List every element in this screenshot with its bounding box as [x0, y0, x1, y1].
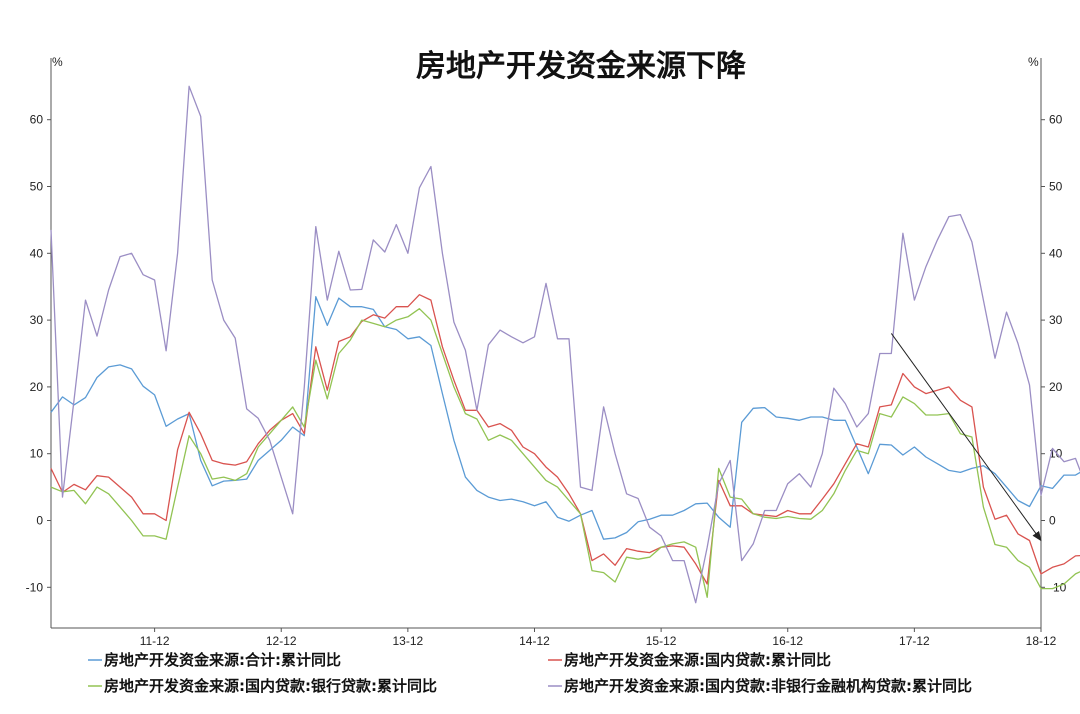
left-y-tick-label: 0 [36, 514, 43, 528]
x-tick-label: 13-12 [393, 634, 424, 648]
x-tick-label: 14-12 [519, 634, 550, 648]
annotation-layer [890, 333, 1042, 542]
left-y-tick-label: -10 [26, 580, 44, 594]
left-y-tick-label: 60 [30, 113, 44, 127]
series-line-3 [50, 308, 1080, 598]
left-y-tick-label: 50 [30, 180, 44, 194]
left-y-unit: % [52, 55, 63, 69]
right-y-tick-label: 60 [1049, 113, 1063, 127]
legend-label-3: 房地产开发资金来源:国内贷款:银行贷款:累计同比 [104, 677, 437, 695]
right-y-tick-label: 50 [1049, 180, 1063, 194]
x-tick-label: 12-12 [266, 634, 297, 648]
legend: 房地产开发资金来源:合计:累计同比 房地产开发资金来源:国内贷款:累计同比房地产开… [88, 651, 972, 695]
left-y-tick-label: 40 [30, 246, 44, 260]
chart-title: 房地产开发资金来源下降 [416, 49, 747, 84]
right-y-tick-label: 0 [1049, 514, 1056, 528]
left-y-tick-label: 30 [30, 313, 44, 327]
right-y-unit: % [1028, 55, 1039, 69]
series-line-1 [50, 296, 1080, 540]
trend-arrow [890, 333, 1042, 542]
x-tick-label: 16-12 [772, 634, 803, 648]
series-line-2 [50, 294, 1080, 585]
series-line-4 [50, 85, 1080, 604]
right-y-tick-label: 40 [1049, 246, 1063, 260]
x-tick-label: 18-12 [1026, 634, 1057, 648]
x-tick-label: 15-12 [646, 634, 677, 648]
left-y-tick-label: 10 [30, 447, 44, 461]
legend-label-1: 房地产开发资金来源:合计:累计同比 [104, 651, 341, 669]
legend-label-2: 房地产开发资金来源:国内贷款:累计同比 [564, 651, 831, 669]
series-layer [50, 85, 1080, 604]
right-y-tick-label: -10 [1049, 580, 1067, 594]
right-y-tick-label: 20 [1049, 380, 1063, 394]
left-y-tick-label: 20 [30, 380, 44, 394]
x-tick-label: 11-12 [140, 634, 170, 648]
legend-label-4: 房地产开发资金来源:国内贷款:非银行金融机构贷款:累计同比 [564, 677, 972, 695]
right-y-tick-label: 30 [1049, 313, 1063, 327]
x-tick-label: 17-12 [899, 634, 930, 648]
